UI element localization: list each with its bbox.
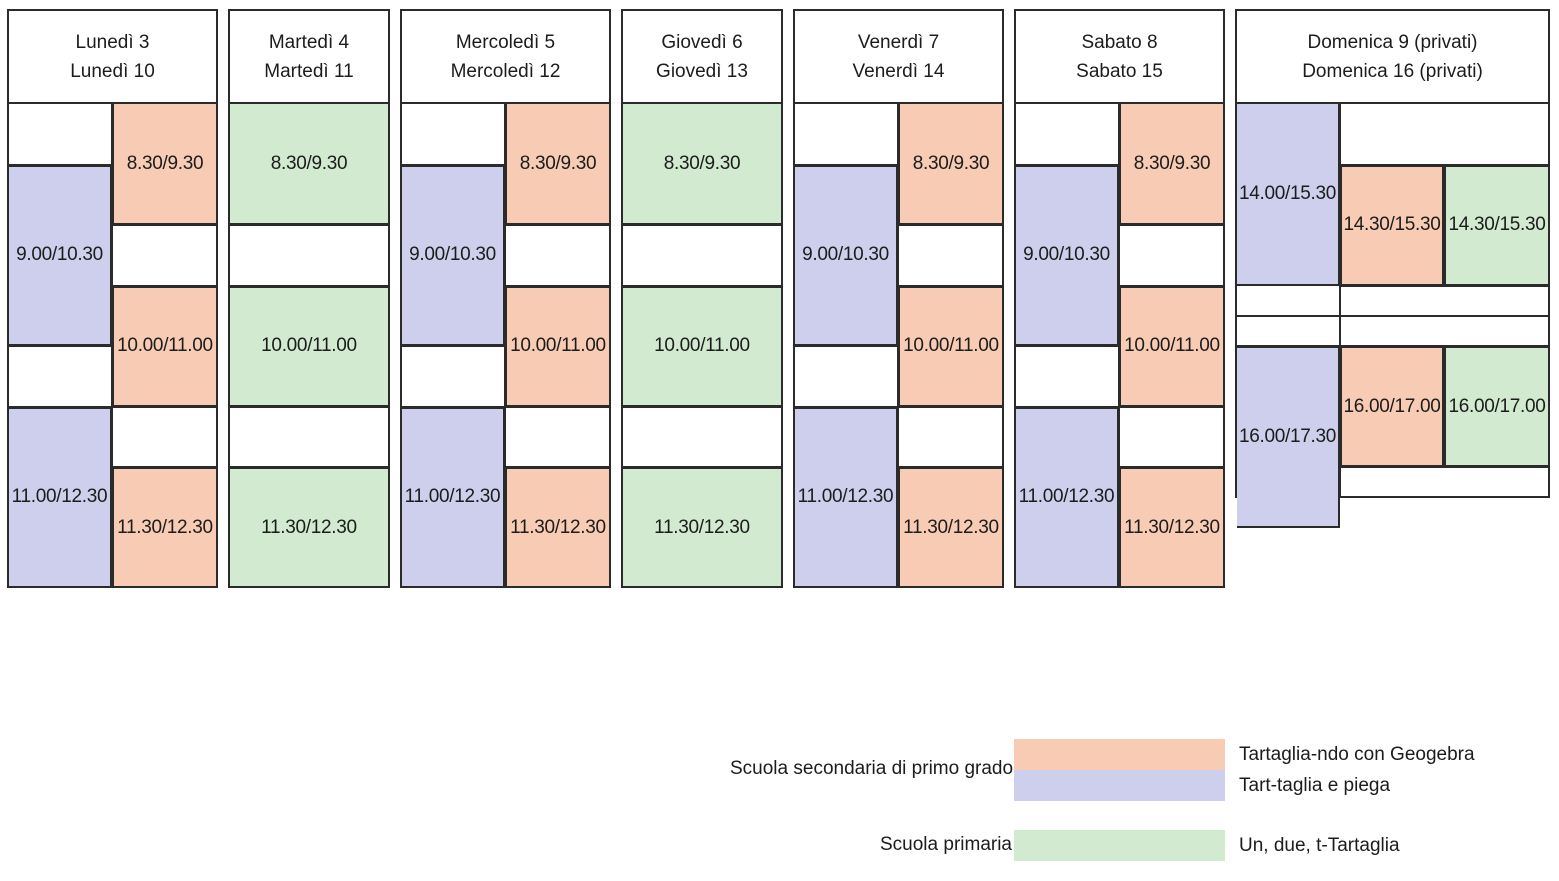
time-slot-tartagliando: 16.00/17.00 xyxy=(1340,346,1444,467)
legend-swatch-primaria xyxy=(1014,830,1225,861)
grid-line xyxy=(1016,345,1119,347)
day-header-venerdi: Venerdì 7 Venerdì 14 xyxy=(795,11,1002,104)
time-slot-piega: 9.00/10.30 xyxy=(402,164,505,346)
time-slot-primaria: 14.30/15.30 xyxy=(1444,164,1548,286)
day-header-line2: Lunedì 10 xyxy=(70,60,155,82)
grid-line xyxy=(1237,314,1548,317)
time-slot-tartagliando: 10.00/11.00 xyxy=(898,285,1002,407)
time-slot-piega: 9.00/10.30 xyxy=(9,164,112,346)
grid-line xyxy=(897,104,899,586)
time-slot-tartagliando: 10.00/11.00 xyxy=(505,285,609,407)
day-header-giovedi: Giovedì 6 Giovedì 13 xyxy=(623,11,781,104)
day-column-lunedi: Lunedì 3 Lunedì 10 8.30/9.30 9.00/10.30 10.0… xyxy=(7,9,218,588)
time-slot-primaria: 10.00/11.00 xyxy=(623,285,781,407)
grid-line xyxy=(504,104,506,586)
day-column-venerdi: Venerdì 7 Venerdì 14 8.30/9.30 9.00/10.30 10… xyxy=(793,9,1004,588)
day-header-line2: Domenica 16 (privati) xyxy=(1302,60,1483,82)
time-slot-primaria: 16.00/17.00 xyxy=(1444,346,1548,467)
time-slot-tartagliando: 8.30/9.30 xyxy=(1119,104,1223,225)
time-slot-primaria: 8.30/9.30 xyxy=(623,104,781,225)
time-slot-tartagliando: 11.30/12.30 xyxy=(505,467,609,588)
day-header-line1: Venerdì 7 xyxy=(857,31,940,53)
time-slot-tartagliando: 8.30/9.30 xyxy=(505,104,609,225)
grid-line xyxy=(898,224,1002,226)
grid-line xyxy=(111,104,113,586)
grid-line xyxy=(9,345,112,347)
day-header-line2: Mercoledì 12 xyxy=(450,60,561,82)
grid-line xyxy=(623,405,781,408)
grid-line xyxy=(505,224,609,226)
grid-line xyxy=(230,224,388,226)
day-column-giovedi: Giovedì 6 Giovedì 13 8.30/9.30 10.00/11.00 1… xyxy=(621,9,783,588)
grid-line xyxy=(1118,104,1120,586)
time-slot-tartagliando: 10.00/11.00 xyxy=(1119,285,1223,407)
grid-line xyxy=(230,405,388,408)
day-header-line2: Martedì 11 xyxy=(264,60,354,82)
grid-line xyxy=(1340,284,1548,287)
time-slot-primaria: 8.30/9.30 xyxy=(230,104,388,225)
day-column-sabato: Sabato 8 Sabato 15 8.30/9.30 9.00/10.30 10.0… xyxy=(1014,9,1225,588)
day-header-line1: Giovedì 6 xyxy=(661,31,743,53)
time-slot-primaria: 11.30/12.30 xyxy=(230,467,388,588)
grid-line xyxy=(402,345,505,347)
day-header-line2: Venerdì 14 xyxy=(852,60,945,82)
day-header-line1: Domenica 9 (privati) xyxy=(1307,31,1478,53)
grid-line xyxy=(898,405,1002,408)
time-slot-piega: 11.00/12.30 xyxy=(402,406,505,588)
time-slot-tartagliando: 11.30/12.30 xyxy=(898,467,1002,588)
grid-line xyxy=(112,405,216,408)
legend-label-tartagliando: Tartaglia-ndo con Geogebra xyxy=(1239,744,1475,765)
grid-line xyxy=(1119,224,1223,226)
legend-swatch-piega xyxy=(1014,770,1225,801)
time-slot-piega: 16.00/17.30 xyxy=(1237,346,1340,528)
day-header-sabato: Sabato 8 Sabato 15 xyxy=(1016,11,1223,104)
day-header-line2: Giovedì 13 xyxy=(656,60,748,82)
day-column-martedi: Martedì 4 Martedì 11 8.30/9.30 10.00/11.00 1… xyxy=(228,9,390,588)
time-slot-piega: 11.00/12.30 xyxy=(1016,406,1119,588)
time-slot-tartagliando: 11.30/12.30 xyxy=(112,467,216,588)
time-slot-primaria: 11.30/12.30 xyxy=(623,467,781,588)
legend-group-secondaria: Scuola secondaria di primo grado xyxy=(730,758,1014,779)
grid-line xyxy=(1119,405,1223,408)
grid-line xyxy=(1443,346,1445,467)
grid-line xyxy=(1339,104,1341,496)
day-header-line1: Sabato 8 xyxy=(1081,31,1158,53)
time-slot-piega: 14.00/15.30 xyxy=(1237,104,1340,286)
time-slot-piega: 11.00/12.30 xyxy=(9,406,112,588)
grid-line xyxy=(505,405,609,408)
time-slot-tartagliando: 11.30/12.30 xyxy=(1119,467,1223,588)
legend-label-primaria: Un, due, t-Tartaglia xyxy=(1239,835,1400,856)
legend-label-piega: Tart-taglia e piega xyxy=(1239,775,1391,796)
legend-swatch-tartagliando xyxy=(1014,739,1225,770)
day-header-martedi: Martedì 4 Martedì 11 xyxy=(230,11,388,104)
time-slot-tartagliando: 10.00/11.00 xyxy=(112,285,216,407)
day-header-mercoledi: Mercoledì 5 Mercoledì 12 xyxy=(402,11,609,104)
time-slot-piega: 11.00/12.30 xyxy=(795,406,898,588)
time-slot-tartagliando: 14.30/15.30 xyxy=(1340,164,1444,286)
day-header-line1: Lunedì 3 xyxy=(75,31,150,53)
day-header-line1: Martedì 4 xyxy=(268,31,350,53)
day-header-line2: Sabato 15 xyxy=(1076,60,1163,82)
grid-line xyxy=(112,224,216,226)
day-header-lunedi: Lunedì 3 Lunedì 10 xyxy=(9,11,216,104)
time-slot-piega: 9.00/10.30 xyxy=(795,164,898,346)
time-slot-primaria: 10.00/11.00 xyxy=(230,285,388,407)
grid-line xyxy=(795,345,898,347)
day-header-domenica: Domenica 9 (privati) Domenica 16 (privati… xyxy=(1237,11,1548,104)
day-column-domenica: Domenica 9 (privati) Domenica 16 (privati… xyxy=(1235,9,1550,528)
time-slot-tartagliando: 8.30/9.30 xyxy=(898,104,1002,225)
grid-line xyxy=(1340,466,1548,468)
time-slot-tartagliando: 8.30/9.30 xyxy=(112,104,216,225)
grid-line xyxy=(623,224,781,226)
day-header-line1: Mercoledì 5 xyxy=(455,31,556,53)
grid-line xyxy=(1443,164,1445,286)
day-column-mercoledi: Mercoledì 5 Mercoledì 12 8.30/9.30 9.00/10.… xyxy=(400,9,611,588)
legend-group-primaria: Scuola primaria xyxy=(880,834,1012,855)
time-slot-piega: 9.00/10.30 xyxy=(1016,164,1119,346)
